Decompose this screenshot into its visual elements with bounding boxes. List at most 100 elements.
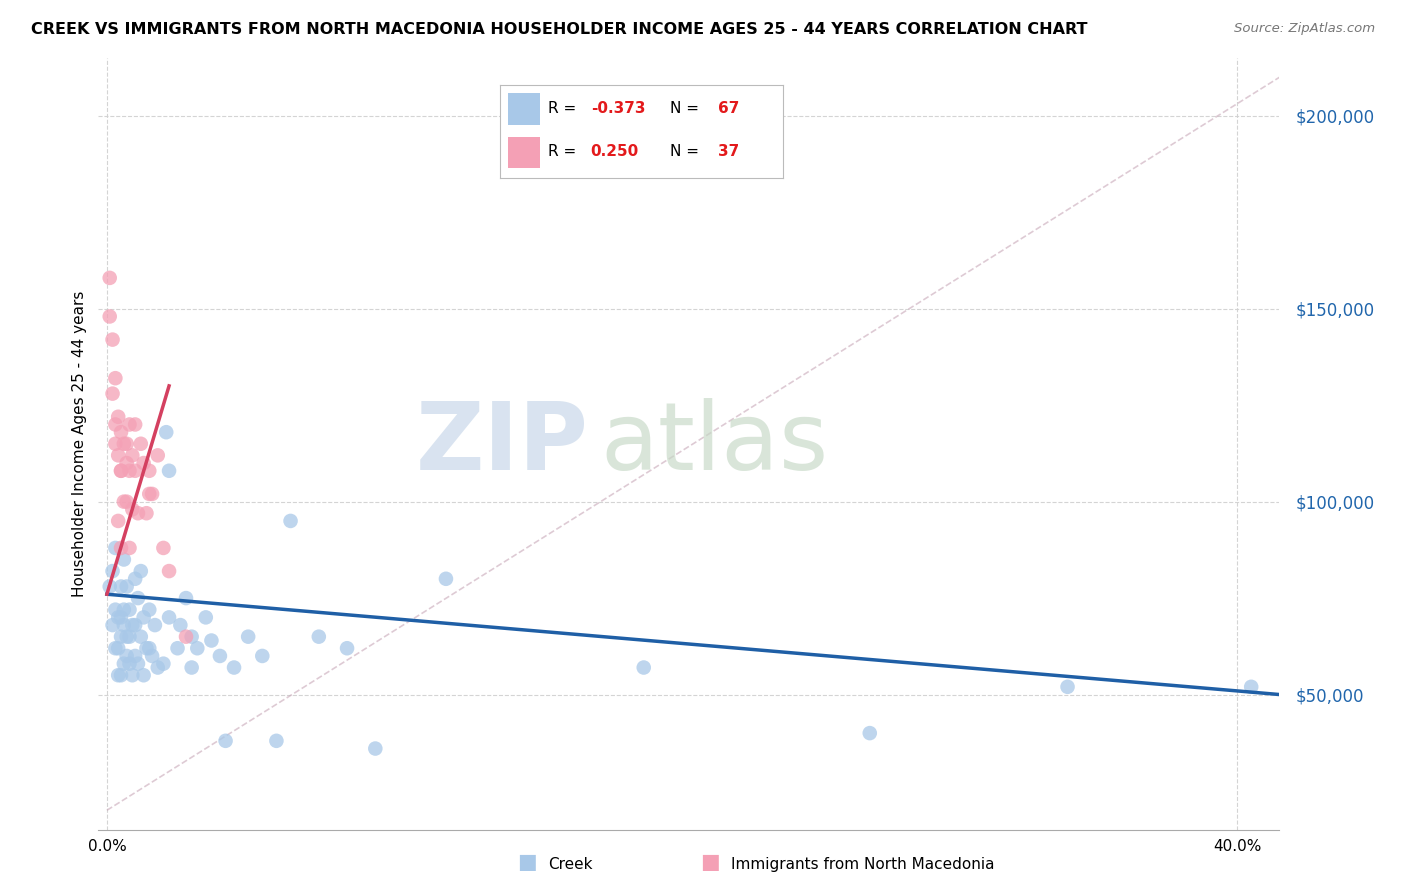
Point: [238, 630, 260, 644]
Point: [118, 541, 141, 555]
Point: [1240, 680, 1263, 694]
Point: [107, 448, 129, 462]
Point: [129, 436, 152, 450]
Point: [104, 602, 127, 616]
Point: [115, 648, 138, 663]
Point: [152, 657, 174, 671]
Point: [155, 425, 177, 440]
Point: [127, 657, 149, 671]
Point: [174, 591, 197, 605]
Point: [110, 425, 132, 440]
Point: [132, 668, 155, 682]
Point: [107, 610, 129, 624]
Point: [98, 271, 121, 285]
Point: [112, 494, 135, 508]
Point: [112, 436, 135, 450]
Point: [308, 630, 330, 644]
Y-axis label: Householder Income Ages 25 - 44 years: Householder Income Ages 25 - 44 years: [72, 291, 87, 597]
Point: [101, 386, 124, 401]
Point: [180, 630, 202, 644]
Point: [104, 371, 127, 385]
Point: [115, 580, 138, 594]
Point: [127, 591, 149, 605]
Point: [124, 572, 146, 586]
Point: [104, 417, 127, 432]
Point: [104, 541, 127, 555]
Point: [157, 464, 180, 478]
Point: [169, 618, 191, 632]
Point: [141, 487, 163, 501]
Point: [107, 641, 129, 656]
Point: [200, 633, 222, 648]
Point: [157, 610, 180, 624]
Point: [129, 564, 152, 578]
Point: [121, 668, 143, 682]
Point: [859, 726, 882, 740]
Point: [129, 630, 152, 644]
Point: [364, 741, 387, 756]
Point: [124, 618, 146, 632]
Point: [280, 514, 302, 528]
Point: [118, 630, 141, 644]
Point: [222, 660, 245, 674]
Point: [336, 641, 359, 656]
Point: [112, 618, 135, 632]
Point: [152, 541, 174, 555]
Point: [132, 456, 155, 470]
Point: [110, 668, 132, 682]
Point: [141, 648, 163, 663]
Point: [138, 641, 160, 656]
Point: [112, 552, 135, 566]
Point: [115, 630, 138, 644]
Text: Creek: Creek: [548, 857, 593, 872]
Point: [174, 630, 197, 644]
Text: ZIP: ZIP: [416, 398, 589, 490]
Text: Source: ZipAtlas.com: Source: ZipAtlas.com: [1234, 22, 1375, 36]
Point: [104, 436, 127, 450]
Text: Immigrants from North Macedonia: Immigrants from North Macedonia: [731, 857, 994, 872]
Text: ■: ■: [517, 853, 537, 872]
Point: [98, 310, 121, 324]
Point: [138, 464, 160, 478]
Point: [118, 602, 141, 616]
Point: [633, 660, 655, 674]
Point: [107, 514, 129, 528]
Point: [143, 618, 166, 632]
Point: [146, 660, 169, 674]
Point: [208, 648, 231, 663]
Point: [110, 541, 132, 555]
Point: [121, 502, 143, 516]
Text: CREEK VS IMMIGRANTS FROM NORTH MACEDONIA HOUSEHOLDER INCOME AGES 25 - 44 YEARS C: CREEK VS IMMIGRANTS FROM NORTH MACEDONIA…: [31, 22, 1087, 37]
Point: [124, 648, 146, 663]
Point: [124, 417, 146, 432]
Point: [101, 618, 124, 632]
Point: [121, 448, 143, 462]
Point: [186, 641, 208, 656]
Point: [132, 610, 155, 624]
Point: [112, 657, 135, 671]
Point: [115, 456, 138, 470]
Point: [138, 602, 160, 616]
Point: [110, 464, 132, 478]
Point: [157, 564, 180, 578]
Point: [146, 448, 169, 462]
Point: [110, 464, 132, 478]
Point: [110, 630, 132, 644]
Point: [118, 657, 141, 671]
Point: [110, 580, 132, 594]
Point: [115, 494, 138, 508]
Point: [104, 641, 127, 656]
Point: [118, 464, 141, 478]
Point: [180, 660, 202, 674]
Point: [266, 734, 288, 748]
Point: [112, 602, 135, 616]
Point: [214, 734, 236, 748]
Point: [121, 618, 143, 632]
Point: [138, 487, 160, 501]
Point: [252, 648, 274, 663]
Point: [98, 580, 121, 594]
Point: [115, 436, 138, 450]
Point: [101, 564, 124, 578]
Point: [101, 333, 124, 347]
Point: [434, 572, 457, 586]
